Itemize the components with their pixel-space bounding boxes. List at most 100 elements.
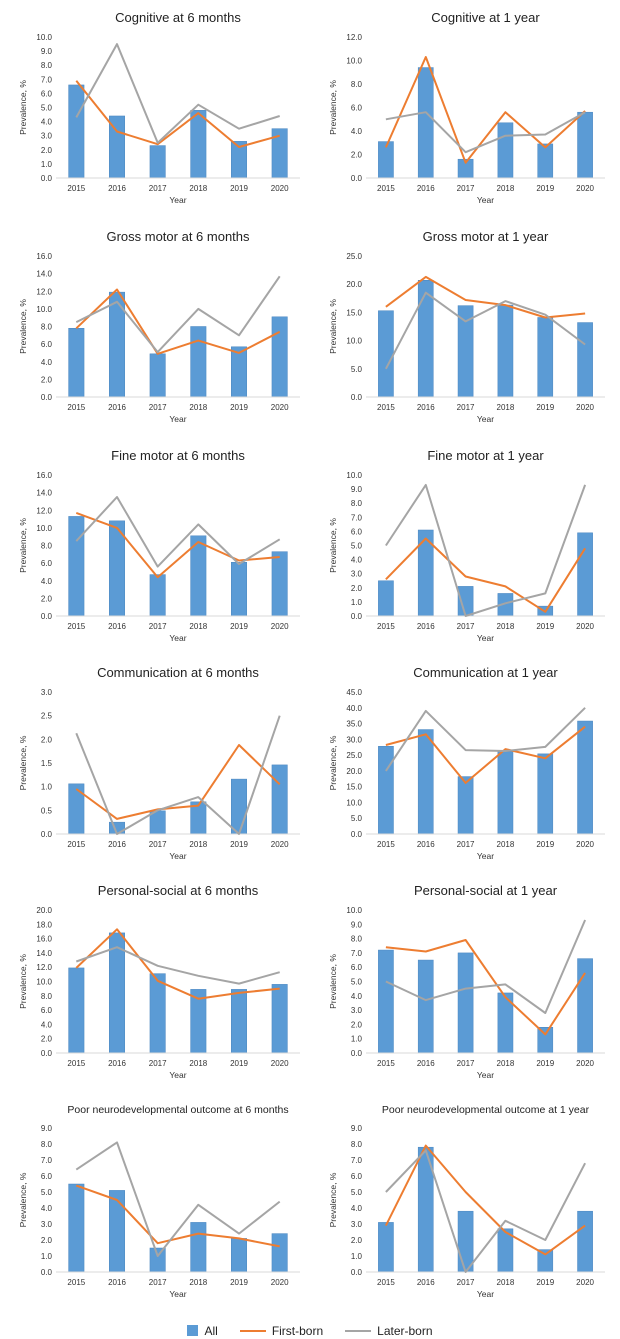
x-tick-label: 2016 xyxy=(417,622,435,631)
y-tick-label: 2.5 xyxy=(41,712,53,721)
bar-all-2017 xyxy=(149,145,166,179)
bar-all-2019 xyxy=(231,989,247,1054)
bar-all-2017 xyxy=(149,574,166,617)
y-tick-label: 2.0 xyxy=(41,1035,53,1044)
chart-fine-motor-at-1-year: Fine motor at 1 year 0.0 1.0 2.0 3.0 4.0 5.0 6.… xyxy=(328,448,605,643)
y-tick-label: 16.0 xyxy=(36,935,52,944)
x-tick-label: 2020 xyxy=(576,403,594,412)
chart-title: Fine motor at 6 months xyxy=(111,448,245,463)
x-tick-label: 2018 xyxy=(497,184,515,193)
x-axis-title: Year xyxy=(169,414,186,424)
bar-all-2015 xyxy=(68,783,85,835)
y-tick-label: 1.0 xyxy=(351,1252,363,1261)
y-tick-label: 0.0 xyxy=(41,174,53,183)
bar-all-2019 xyxy=(537,1249,554,1273)
x-tick-label: 2017 xyxy=(457,840,475,849)
y-tick-label: 20.0 xyxy=(36,906,52,915)
y-tick-label: 16.0 xyxy=(36,252,52,261)
y-tick-label: 14.0 xyxy=(36,949,52,958)
chart-title: Fine motor at 1 year xyxy=(427,448,544,463)
x-axis-title: Year xyxy=(169,1289,186,1299)
x-tick-label: 2017 xyxy=(149,184,167,193)
legend-item-first-born: First-born xyxy=(239,1324,323,1338)
bar-all-2018 xyxy=(190,110,207,179)
bar-all-2019 xyxy=(231,1238,247,1273)
x-tick-label: 2020 xyxy=(271,184,289,193)
series-line-first-born xyxy=(385,537,586,613)
y-tick-label: 2.0 xyxy=(41,146,53,155)
y-tick-label: 40.0 xyxy=(346,704,362,713)
series-line-later-born xyxy=(75,275,281,354)
x-tick-label: 2020 xyxy=(271,403,289,412)
chart-title: Gross motor at 1 year xyxy=(423,229,549,244)
y-tick-label: 0.0 xyxy=(41,612,53,621)
y-tick-label: 8.0 xyxy=(351,499,363,508)
y-tick-label: 12.0 xyxy=(36,287,52,296)
x-tick-label: 2017 xyxy=(149,403,167,412)
x-tick-label: 2020 xyxy=(576,1278,594,1287)
x-tick-label: 2016 xyxy=(417,403,435,412)
x-tick-label: 2019 xyxy=(536,1278,554,1287)
x-tick-label: 2016 xyxy=(417,1278,435,1287)
legend-swatch-first-born xyxy=(239,1329,266,1332)
chart-title: Poor neurodevelopmental outcome at 1 yea… xyxy=(382,1104,590,1116)
y-tick-label: 5.0 xyxy=(351,814,363,823)
y-tick-label: 15.0 xyxy=(346,783,362,792)
y-tick-label: 9.0 xyxy=(351,485,363,494)
x-tick-label: 2016 xyxy=(108,403,126,412)
x-tick-label: 2017 xyxy=(457,184,475,193)
y-tick-label: 2.0 xyxy=(41,735,53,744)
x-tick-label: 2019 xyxy=(230,1278,248,1287)
y-tick-label: 9.0 xyxy=(41,47,53,56)
bar-all-2020 xyxy=(577,958,593,1054)
y-tick-label: 8.0 xyxy=(351,935,363,944)
y-tick-label: 18.0 xyxy=(36,920,52,929)
legend-item-later-born: Later-born xyxy=(345,1324,433,1338)
y-tick-label: 2.0 xyxy=(351,1020,363,1029)
bar-all-2016 xyxy=(417,280,434,398)
x-tick-label: 2020 xyxy=(271,840,289,849)
chart-personal-social-at-1-year: Personal-social at 1 year 0.0 1.0 2.0 3.0 4.0… xyxy=(328,883,605,1080)
y-tick-label: 1.0 xyxy=(351,1035,363,1044)
x-tick-label: 2019 xyxy=(536,184,554,193)
x-tick-label: 2018 xyxy=(189,1278,207,1287)
x-tick-label: 2016 xyxy=(108,840,126,849)
y-tick-label: 3.0 xyxy=(351,1006,363,1015)
x-tick-label: 2017 xyxy=(457,1278,475,1287)
x-tick-label: 2015 xyxy=(377,403,395,412)
series-line-later-born xyxy=(75,1141,281,1257)
y-tick-label: 2.0 xyxy=(41,594,53,603)
x-tick-label: 2018 xyxy=(189,840,207,849)
bar-all-2019 xyxy=(231,561,247,617)
legend-swatch-later-born xyxy=(345,1329,372,1332)
x-tick-label: 2020 xyxy=(271,622,289,631)
y-tick-label: 7.0 xyxy=(351,1156,363,1165)
y-tick-label: 16.0 xyxy=(36,471,52,480)
bar-all-2015 xyxy=(378,746,394,835)
bar-all-2020 xyxy=(271,316,288,398)
x-tick-label: 2017 xyxy=(457,1059,475,1068)
y-tick-label: 0.0 xyxy=(41,830,53,839)
bar-all-2018 xyxy=(497,304,514,398)
legend-label-all: All xyxy=(204,1323,218,1338)
chart-poor-neurodevelopmental-outcome-at-1-year: Poor neurodevelopmental outcome at 1 yea… xyxy=(328,1104,605,1299)
y-tick-label: 3.0 xyxy=(351,1220,363,1229)
chart-cognitive-at-1-year: Cognitive at 1 year 0.0 2.0 4.0 6.0 8.0 10.0 12… xyxy=(328,10,605,205)
bar-all-2016 xyxy=(417,67,434,179)
bar-all-2016 xyxy=(109,932,125,1054)
x-tick-label: 2017 xyxy=(149,1278,167,1287)
y-tick-label: 5.0 xyxy=(41,104,53,113)
bar-all-2015 xyxy=(68,1183,85,1273)
y-tick-label: 8.0 xyxy=(41,61,53,70)
bar-all-2015 xyxy=(378,580,394,617)
y-tick-label: 10.0 xyxy=(346,57,362,66)
chart-title: Gross motor at 6 months xyxy=(106,229,250,244)
y-tick-label: 2.0 xyxy=(41,375,53,384)
y-tick-label: 10.0 xyxy=(36,524,52,533)
y-tick-label: 4.0 xyxy=(41,358,53,367)
y-axis-title: Prevalence, % xyxy=(18,954,28,1009)
y-tick-label: 4.0 xyxy=(41,118,53,127)
bar-all-2016 xyxy=(417,959,434,1054)
bar-all-2019 xyxy=(231,346,247,398)
